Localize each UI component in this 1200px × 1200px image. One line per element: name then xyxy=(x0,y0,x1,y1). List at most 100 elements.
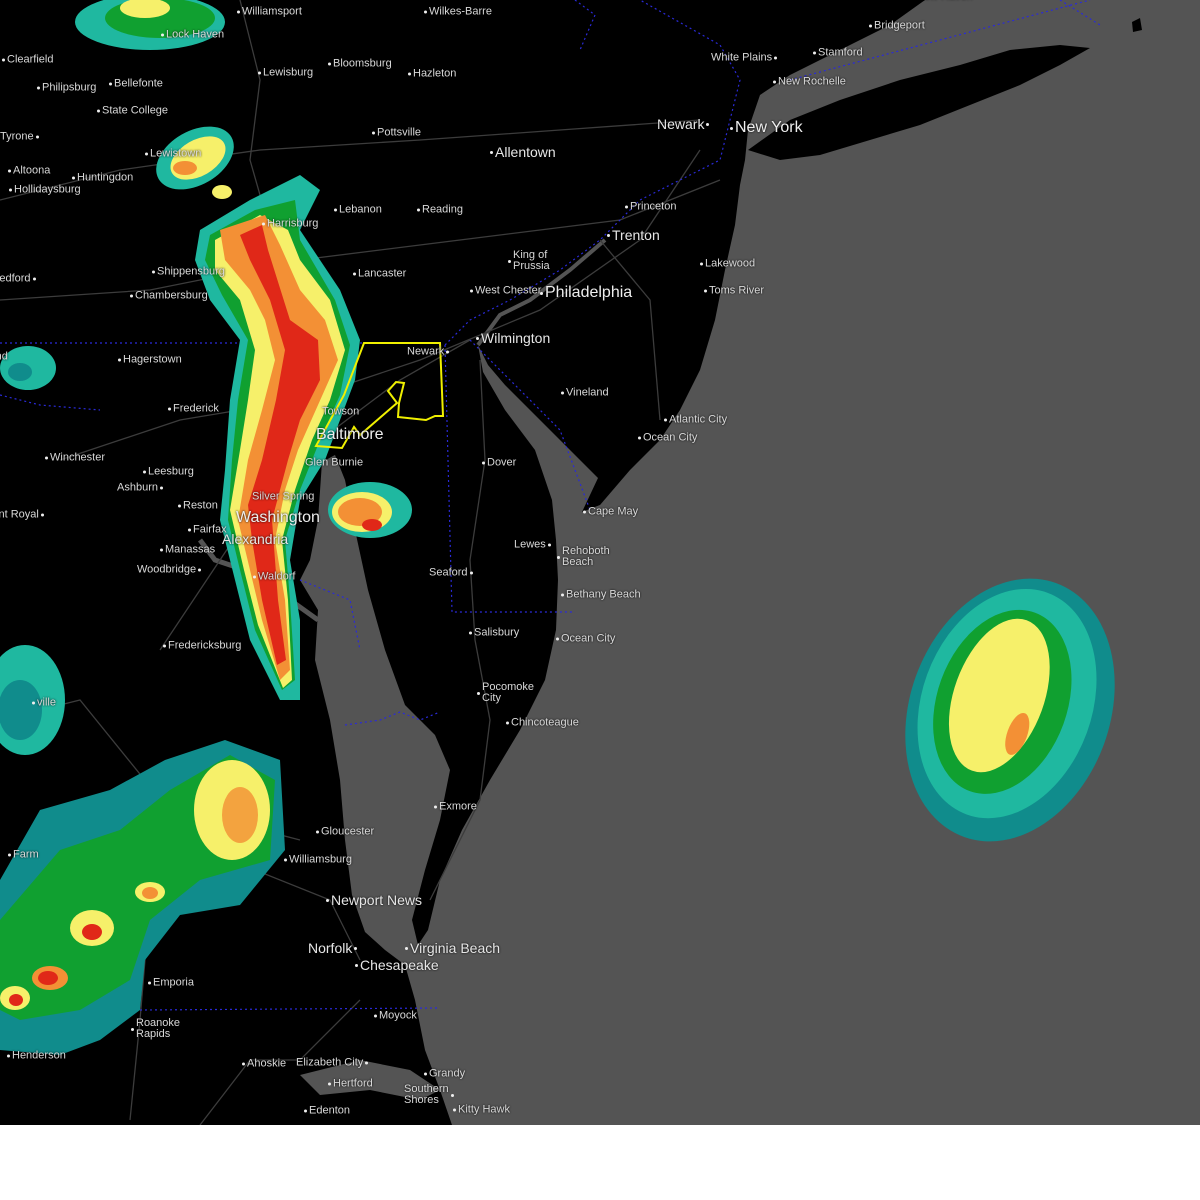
city-dot-icon xyxy=(774,56,778,60)
city-dot-icon xyxy=(242,1062,245,1066)
ocean-and-bays xyxy=(300,0,1200,1125)
city-dot-icon xyxy=(178,504,181,508)
radar-cell-chesapeake xyxy=(328,482,412,538)
city-label: Seaford xyxy=(429,567,473,579)
city-label: Cumberland xyxy=(0,350,8,363)
city-name: Frederick xyxy=(173,402,219,415)
state-borders xyxy=(0,0,1101,1011)
city-dot-icon xyxy=(773,80,776,84)
city-label: Leesburg xyxy=(143,466,194,478)
city-name: Moyock xyxy=(379,1009,417,1022)
city-label: Fredericksburg xyxy=(163,639,242,652)
city-name: Salisbury xyxy=(474,626,520,639)
city-label: New Haven xyxy=(916,0,973,3)
radar-cell-lock-haven xyxy=(75,0,225,50)
city-name: Baltimore xyxy=(316,426,384,443)
city-dot-icon xyxy=(35,135,39,139)
city-dot-icon xyxy=(354,946,358,950)
city-name: Roanoke Rapids xyxy=(136,1017,181,1040)
city-dot-icon xyxy=(109,82,112,86)
city-name: Silver Spring xyxy=(252,490,315,503)
city-name: Lewistown xyxy=(150,147,202,160)
city-label: Lebanon xyxy=(334,204,382,216)
city-label: Lewes xyxy=(514,539,551,551)
city-dot-icon xyxy=(118,358,121,362)
city-name: Norfolk xyxy=(308,940,353,956)
city-dot-icon xyxy=(556,637,559,641)
city-dot-icon xyxy=(405,946,408,950)
city-name: Bethany Beach xyxy=(566,588,641,601)
city-dot-icon xyxy=(547,543,551,547)
city-label: Fairfax xyxy=(188,524,227,536)
city-label: Reston xyxy=(178,500,218,512)
city-label: Bridgeport xyxy=(869,20,925,32)
city-dot-icon xyxy=(32,701,35,705)
city-name: Lakewood xyxy=(705,257,756,270)
city-name: Williamsburg xyxy=(289,853,352,866)
city-label: New York xyxy=(730,120,803,136)
city-dot-icon xyxy=(262,222,265,226)
city-dot-icon xyxy=(664,418,667,422)
city-name: Allentown xyxy=(495,144,556,160)
city-name: Philipsburg xyxy=(42,81,97,94)
city-name: Bedford xyxy=(0,272,31,285)
city-name: Bloomsburg xyxy=(333,57,392,70)
city-label: Virginia Beach xyxy=(405,941,500,955)
city-dot-icon xyxy=(490,150,493,154)
city-label: Reading xyxy=(417,203,463,216)
city-dot-icon xyxy=(148,981,151,985)
city-name: White Plains xyxy=(711,51,773,64)
city-name: Cumberland xyxy=(0,350,8,363)
city-name: King of Prussia xyxy=(513,249,550,272)
city-name: Williamsport xyxy=(242,5,302,18)
city-label: Altoona xyxy=(8,165,50,177)
city-name: Emporia xyxy=(153,976,194,989)
city-dot-icon xyxy=(625,205,628,209)
city-dot-icon xyxy=(482,461,485,465)
city-name: Newark xyxy=(407,345,445,358)
city-name: Fredericksburg xyxy=(168,639,242,652)
city-dot-icon xyxy=(540,291,543,295)
city-label: Newark xyxy=(407,345,450,358)
city-label: Rehoboth Beach xyxy=(557,546,610,568)
city-name: Huntingdon xyxy=(77,171,134,184)
city-name: Hagerstown xyxy=(123,353,182,366)
city-label: Moyock xyxy=(374,1009,417,1022)
city-dot-icon xyxy=(160,548,163,552)
city-label: Shippensburg xyxy=(152,266,225,278)
city-label: New Rochelle xyxy=(773,76,846,88)
connecticut-shore xyxy=(755,0,925,90)
city-name: Farm xyxy=(13,848,39,861)
city-name: Bellefonte xyxy=(114,77,163,90)
city-name: Elizabeth City xyxy=(296,1056,364,1069)
city-dot-icon xyxy=(159,486,163,490)
city-label: Dover xyxy=(482,457,516,469)
city-label: Towson xyxy=(322,406,359,418)
city-dot-icon xyxy=(32,277,36,281)
city-label: Bloomsburg xyxy=(328,57,392,70)
radar-map[interactable]: Williamsport Wilkes-Barre Lock Haven Clearf… xyxy=(0,0,1200,1125)
severe-thunderstorm-warning-polygon[interactable] xyxy=(314,342,445,450)
city-name: Atlantic City xyxy=(669,413,728,426)
city-dot-icon xyxy=(470,289,473,293)
city-label: Woodbridge xyxy=(137,564,202,576)
city-label: Glen Burnie xyxy=(305,457,363,469)
city-label: Princeton xyxy=(625,201,676,213)
city-label: Newport News xyxy=(326,893,422,907)
city-name: Reading xyxy=(422,203,463,216)
block-island xyxy=(1132,18,1142,32)
radar-cell-lewistown xyxy=(156,126,234,199)
city-dot-icon xyxy=(258,71,261,75)
city-name: Cape May xyxy=(588,505,639,518)
city-dot-icon xyxy=(638,436,641,440)
city-name: Grandy xyxy=(429,1067,466,1080)
city-name: Chambersburg xyxy=(135,289,208,302)
delaware-river xyxy=(476,238,607,347)
city-dot-icon xyxy=(408,72,411,76)
city-dot-icon xyxy=(424,1072,427,1076)
city-label: Henderson xyxy=(7,1050,66,1062)
city-name: Virginia Beach xyxy=(410,940,501,956)
city-label: Norfolk xyxy=(308,940,358,956)
city-label: Philipsburg xyxy=(37,81,97,94)
